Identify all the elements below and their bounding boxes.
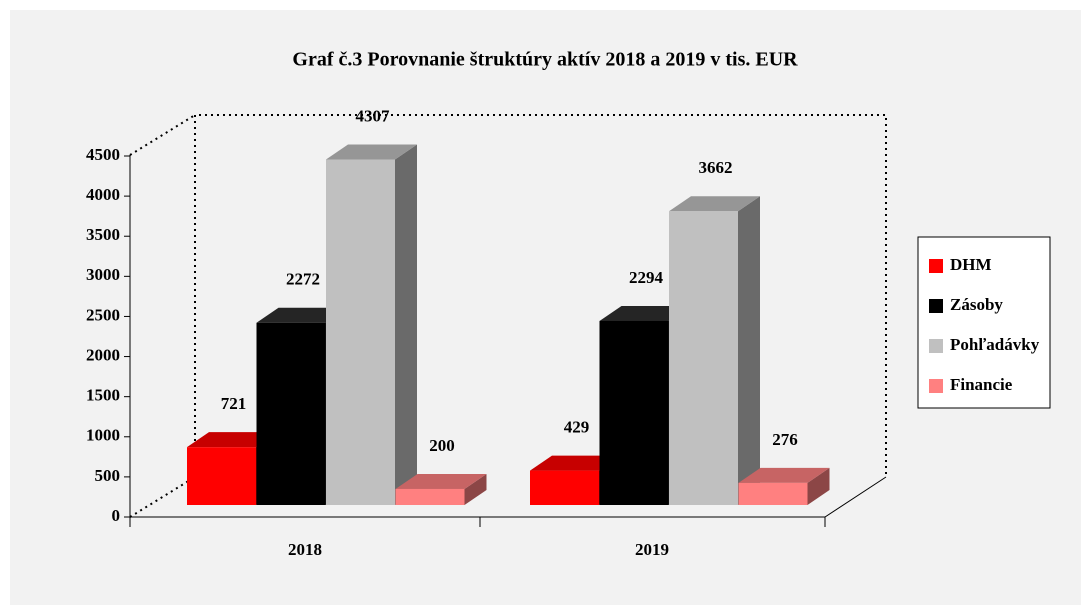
bar-top <box>738 467 830 483</box>
bar <box>738 482 808 505</box>
chart-background <box>10 10 1081 605</box>
bar-top <box>669 196 760 212</box>
y-tick-label: 1500 <box>86 386 120 405</box>
y-tick-label: 500 <box>95 466 121 485</box>
data-label: 429 <box>564 417 590 436</box>
bar <box>395 488 465 505</box>
bar <box>530 470 599 505</box>
y-tick-label: 3000 <box>86 265 120 284</box>
y-tick-label: 3500 <box>86 225 120 244</box>
y-tick-label: 4500 <box>86 145 120 164</box>
legend-swatch <box>929 299 943 313</box>
data-label: 2294 <box>629 268 664 287</box>
data-label: 4307 <box>356 106 391 125</box>
bar-top <box>395 473 487 489</box>
bar-top <box>256 307 348 323</box>
legend-swatch <box>929 379 943 393</box>
legend-label: DHM <box>950 255 992 274</box>
bar-side <box>464 473 487 505</box>
y-tick-label: 0 <box>112 506 121 525</box>
legend-label: Pohľadávky <box>950 335 1040 354</box>
y-tick-label: 4000 <box>86 185 120 204</box>
bar <box>669 211 738 505</box>
legend-label: Zásoby <box>950 295 1003 314</box>
bar-top <box>326 144 417 160</box>
data-label: 276 <box>772 430 798 449</box>
y-tick-label: 2000 <box>86 345 120 364</box>
data-label: 3662 <box>699 158 733 177</box>
y-tick-label: 1000 <box>86 426 120 445</box>
legend-swatch <box>929 259 943 273</box>
data-label: 2272 <box>286 270 320 289</box>
plot-frame <box>129 114 887 527</box>
y-tick-label: 2500 <box>86 305 120 324</box>
bar-side <box>738 196 760 505</box>
bar-side <box>807 467 830 505</box>
bar <box>599 320 669 505</box>
legend-swatch <box>929 339 943 353</box>
bar <box>187 447 256 505</box>
bar-top <box>599 305 691 321</box>
data-label: 200 <box>429 436 455 455</box>
data-label: 721 <box>221 394 247 413</box>
bar-side <box>395 144 417 505</box>
x-tick-label: 2019 <box>635 540 669 559</box>
bar-top <box>530 455 621 471</box>
chart-title: Graf č.3 Porovnanie štruktúry aktív 2018… <box>292 49 798 71</box>
bar <box>256 322 326 505</box>
bar <box>326 159 395 505</box>
legend-label: Financie <box>950 375 1013 394</box>
x-tick-label: 2018 <box>288 540 322 559</box>
bar-top <box>187 432 278 448</box>
